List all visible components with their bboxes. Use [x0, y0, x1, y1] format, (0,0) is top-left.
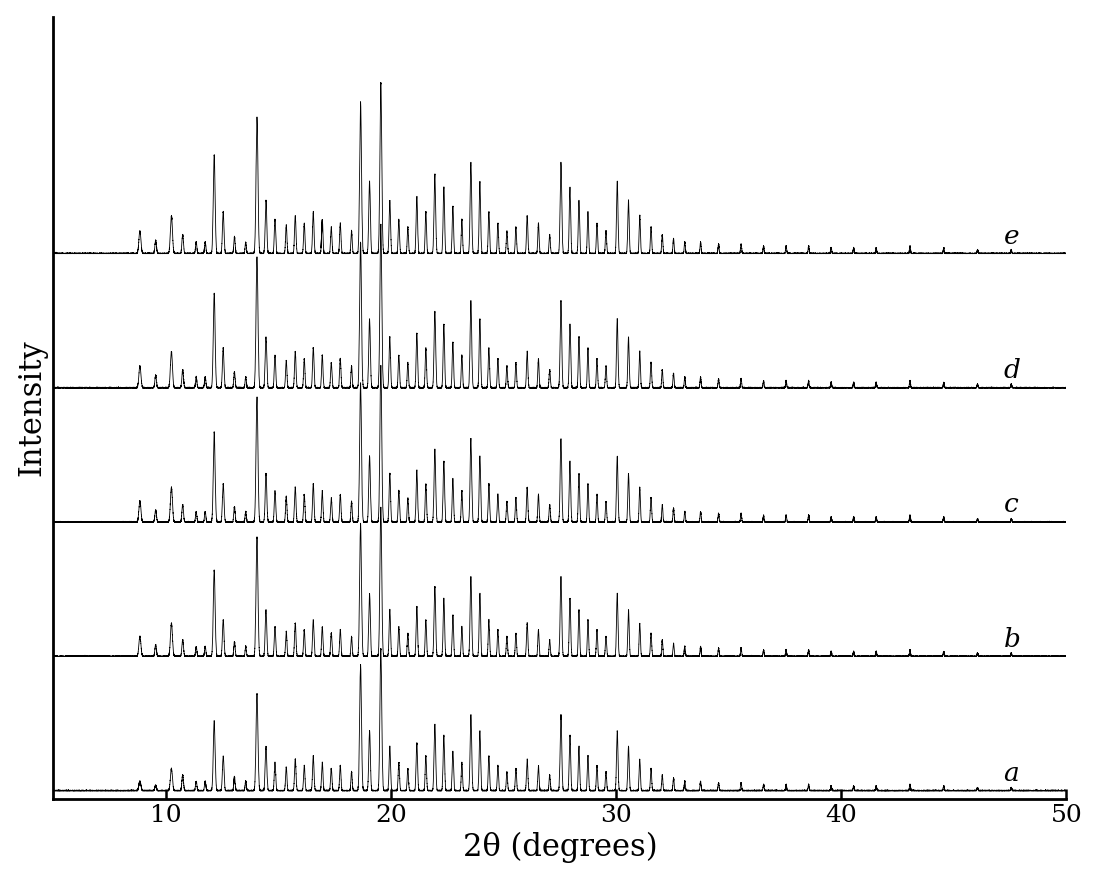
Text: e: e [1003, 224, 1019, 249]
Y-axis label: Intensity: Intensity [16, 340, 47, 476]
Text: d: d [1003, 358, 1020, 383]
X-axis label: 2θ (degrees): 2θ (degrees) [463, 832, 657, 863]
Text: a: a [1003, 761, 1019, 786]
Text: b: b [1003, 627, 1020, 652]
Text: c: c [1003, 493, 1018, 517]
